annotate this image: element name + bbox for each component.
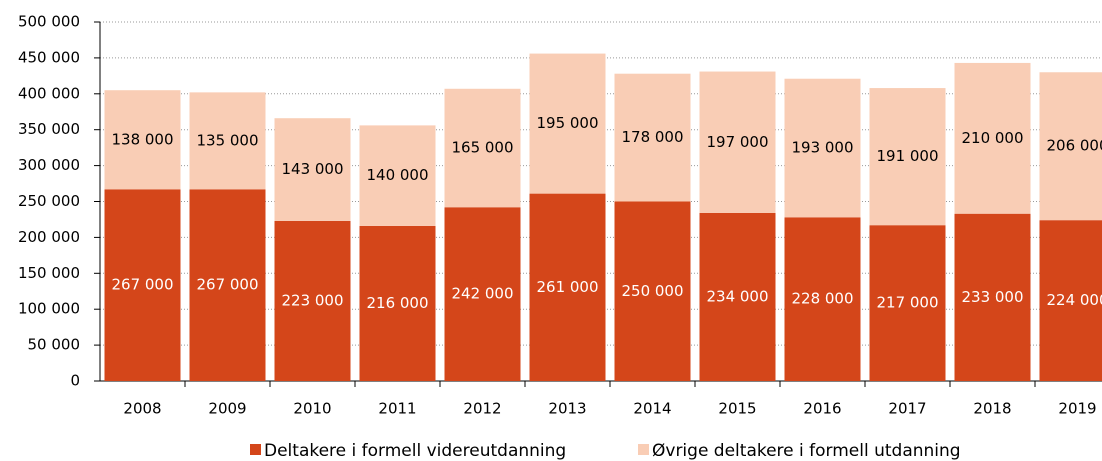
bar-segment bbox=[869, 88, 946, 226]
data-label: 165 000 bbox=[451, 139, 513, 157]
data-label: 216 000 bbox=[366, 294, 428, 312]
y-tick-label: 0 bbox=[70, 372, 80, 390]
x-tick-label: 2013 bbox=[548, 400, 586, 418]
data-label: 224 000 bbox=[1046, 291, 1102, 309]
x-tick-label: 2008 bbox=[123, 400, 161, 418]
x-tick-label: 2015 bbox=[718, 400, 756, 418]
x-tick-label: 2019 bbox=[1058, 400, 1096, 418]
data-label: 233 000 bbox=[961, 288, 1023, 306]
y-tick-label: 350 000 bbox=[18, 120, 80, 138]
bar-segment bbox=[699, 71, 776, 213]
y-tick-label: 250 000 bbox=[18, 192, 80, 210]
bar-segment bbox=[104, 90, 181, 190]
data-label: 267 000 bbox=[196, 276, 258, 294]
bar-segment bbox=[359, 225, 436, 381]
bar-segment bbox=[274, 118, 351, 221]
bar-segment bbox=[444, 207, 521, 381]
bar-segment bbox=[529, 53, 606, 194]
data-label: 250 000 bbox=[621, 282, 683, 300]
bar-segment bbox=[784, 217, 861, 381]
legend-label: Deltakere i formell videreutdanning bbox=[264, 441, 566, 461]
data-label: 140 000 bbox=[366, 166, 428, 184]
bar-segment bbox=[784, 78, 861, 218]
bar-segment bbox=[529, 193, 606, 381]
bar-segment bbox=[1039, 72, 1102, 221]
bar-segment bbox=[274, 220, 351, 381]
x-tick-label: 2010 bbox=[293, 400, 331, 418]
y-tick-label: 400 000 bbox=[18, 84, 80, 102]
data-label: 138 000 bbox=[111, 130, 173, 148]
data-label: 206 000 bbox=[1046, 137, 1102, 155]
y-tick-label: 150 000 bbox=[18, 264, 80, 282]
bar-segment bbox=[359, 125, 436, 226]
y-tick-label: 200 000 bbox=[18, 228, 80, 246]
bar-segment bbox=[444, 88, 521, 208]
data-label: 261 000 bbox=[536, 278, 598, 296]
x-tick-label: 2018 bbox=[973, 400, 1011, 418]
data-label: 135 000 bbox=[196, 131, 258, 149]
x-tick-label: 2011 bbox=[378, 400, 416, 418]
y-tick-label: 50 000 bbox=[28, 336, 81, 354]
data-label: 178 000 bbox=[621, 128, 683, 146]
bar-segment bbox=[189, 189, 266, 381]
y-tick-label: 100 000 bbox=[18, 300, 80, 318]
data-label: 195 000 bbox=[536, 114, 598, 132]
x-tick-label: 2009 bbox=[208, 400, 246, 418]
x-tick-label: 2014 bbox=[633, 400, 671, 418]
bar-segment bbox=[869, 225, 946, 381]
bar-segment bbox=[1039, 220, 1102, 381]
bar-segment bbox=[954, 213, 1031, 381]
x-tick-label: 2012 bbox=[463, 400, 501, 418]
data-label: 193 000 bbox=[791, 139, 853, 157]
bar-segment bbox=[104, 189, 181, 381]
bar-segment bbox=[614, 73, 691, 202]
data-label: 242 000 bbox=[451, 285, 513, 303]
bar-segment bbox=[699, 212, 776, 381]
data-label: 234 000 bbox=[706, 287, 768, 305]
bar-segment bbox=[954, 62, 1031, 214]
y-tick-label: 450 000 bbox=[18, 48, 80, 66]
legend-swatch bbox=[250, 444, 261, 455]
y-tick-label: 500 000 bbox=[18, 13, 80, 31]
data-label: 228 000 bbox=[791, 290, 853, 308]
data-label: 197 000 bbox=[706, 133, 768, 151]
bar-segment bbox=[189, 92, 266, 190]
x-tick-label: 2016 bbox=[803, 400, 841, 418]
x-tick-label: 2017 bbox=[888, 400, 926, 418]
data-label: 210 000 bbox=[961, 129, 1023, 147]
legend-label: Øvrige deltakere i formell utdanning bbox=[652, 441, 961, 461]
data-label: 267 000 bbox=[111, 276, 173, 294]
y-tick-label: 300 000 bbox=[18, 156, 80, 174]
data-label: 217 000 bbox=[876, 294, 938, 312]
bar-segment bbox=[614, 201, 691, 381]
data-label: 143 000 bbox=[281, 160, 343, 178]
legend-swatch bbox=[638, 444, 649, 455]
data-label: 191 000 bbox=[876, 147, 938, 165]
data-label: 223 000 bbox=[281, 291, 343, 309]
